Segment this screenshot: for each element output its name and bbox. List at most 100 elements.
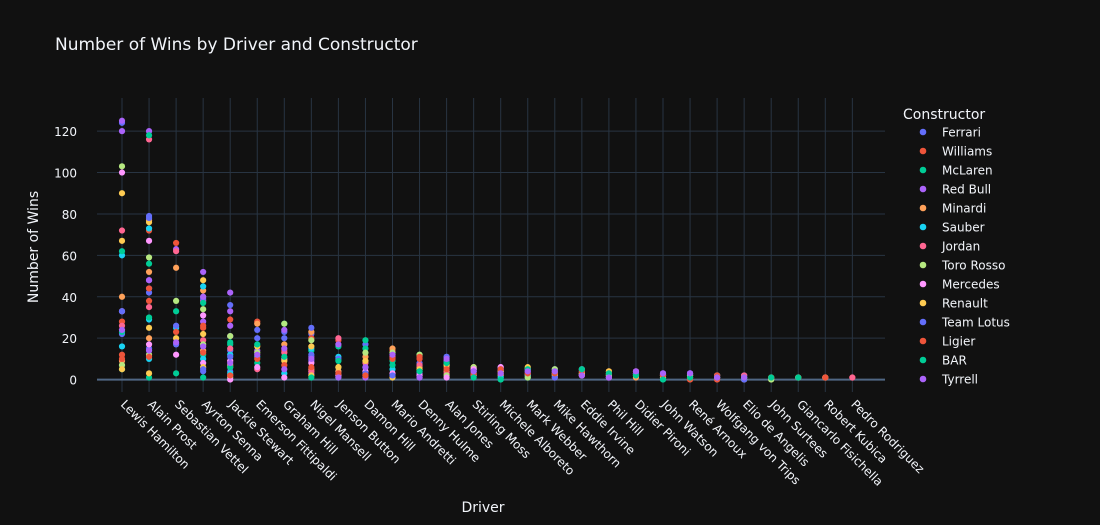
data-point: [118, 163, 126, 170]
data-point: [308, 374, 315, 381]
data-point: [308, 355, 315, 362]
legend-item[interactable]: Williams: [942, 145, 992, 159]
data-point: [145, 225, 153, 232]
legend-item[interactable]: Sauber: [942, 221, 985, 235]
data-point: [497, 376, 504, 383]
legend-item[interactable]: Toro Rosso: [941, 259, 1005, 273]
data-point: [145, 341, 153, 348]
data-point: [227, 316, 234, 323]
data-point: [145, 304, 153, 311]
legend-item[interactable]: Jordan: [941, 240, 980, 254]
data-point: [118, 308, 126, 315]
chart-title: Number of Wins by Driver and Constructor: [55, 35, 418, 55]
legend-marker: [919, 356, 927, 364]
data-point: [443, 374, 450, 381]
data-point: [200, 268, 207, 276]
data-point: [362, 372, 369, 379]
data-point: [227, 308, 234, 315]
y-tick-label: 0: [69, 374, 77, 388]
data-point: [118, 248, 126, 255]
data-point: [795, 374, 802, 381]
legend-marker: [919, 147, 927, 155]
legend-item[interactable]: Tyrrell: [941, 373, 978, 387]
legend: Constructor Ferrari Williams McLaren Red Bu…: [903, 107, 1010, 387]
data-point: [335, 341, 342, 348]
data-point: [686, 370, 694, 377]
data-point: [118, 169, 126, 176]
data-point: [145, 214, 153, 222]
data-point: [335, 364, 342, 371]
data-point: [254, 364, 261, 371]
data-point: [416, 368, 423, 375]
data-point: [443, 355, 450, 362]
data-point: [173, 339, 180, 346]
data-point: [200, 330, 207, 338]
y-tick-label: 100: [54, 167, 77, 181]
y-tick-label: 40: [62, 291, 77, 305]
data-point: [118, 326, 126, 333]
data-point: [118, 355, 126, 362]
data-point: [145, 314, 153, 321]
x-axis-title: Driver: [461, 500, 504, 516]
data-point: [227, 289, 234, 296]
data-point: [389, 351, 396, 358]
data-point: [254, 320, 261, 327]
legend-item[interactable]: Team Lotus: [941, 316, 1010, 330]
data-point: [200, 277, 207, 284]
data-point: [145, 324, 153, 331]
data-point: [714, 374, 721, 381]
data-point: [416, 353, 423, 360]
data-point: [118, 293, 126, 300]
data-point: [497, 370, 504, 377]
data-point: [227, 372, 234, 379]
data-point: [118, 237, 126, 244]
legend-item[interactable]: Ligier: [942, 335, 975, 349]
legend-marker: [919, 280, 927, 288]
data-point: [632, 368, 640, 375]
data-point: [200, 293, 207, 300]
data-point: [768, 374, 775, 381]
legend-item[interactable]: Renault: [942, 297, 988, 311]
data-point: [227, 359, 234, 367]
data-point: [362, 364, 369, 371]
data-point: [173, 351, 180, 358]
data-point: [551, 368, 558, 375]
legend-marker: [919, 299, 927, 307]
legend-item[interactable]: McLaren: [942, 164, 993, 178]
data-point: [118, 366, 126, 373]
legend-item[interactable]: BAR: [942, 354, 967, 368]
legend-marker: [919, 204, 927, 212]
legend-marker: [919, 166, 927, 174]
data-point: [173, 370, 180, 377]
legend-marker: [919, 128, 927, 136]
legend-item[interactable]: Red Bull: [942, 183, 991, 197]
data-point: [145, 347, 153, 354]
data-point: [145, 237, 153, 244]
data-point: [173, 297, 180, 305]
legend-marker: [919, 185, 927, 193]
y-tick-label: 120: [54, 125, 77, 139]
data-point: [659, 370, 667, 377]
data-point: [281, 335, 288, 342]
data-point: [200, 283, 207, 290]
data-point: [470, 374, 477, 381]
data-point: [335, 374, 342, 381]
data-point: [335, 335, 342, 342]
legend-item[interactable]: Mercedes: [942, 278, 1000, 292]
legend-item[interactable]: Ferrari: [942, 126, 981, 140]
data-point: [118, 117, 126, 124]
data-point: [659, 376, 667, 383]
legend-item[interactable]: Minardi: [942, 202, 986, 216]
data-point: [227, 345, 234, 352]
data-point: [227, 322, 234, 329]
data-point: [200, 322, 207, 329]
data-point: [227, 353, 234, 360]
data-point: [200, 366, 207, 373]
data-point: [200, 343, 207, 350]
data-point: [227, 301, 234, 309]
data-point: [308, 343, 315, 350]
data-point: [173, 239, 180, 247]
data-point: [822, 374, 829, 381]
data-point: [145, 297, 153, 305]
